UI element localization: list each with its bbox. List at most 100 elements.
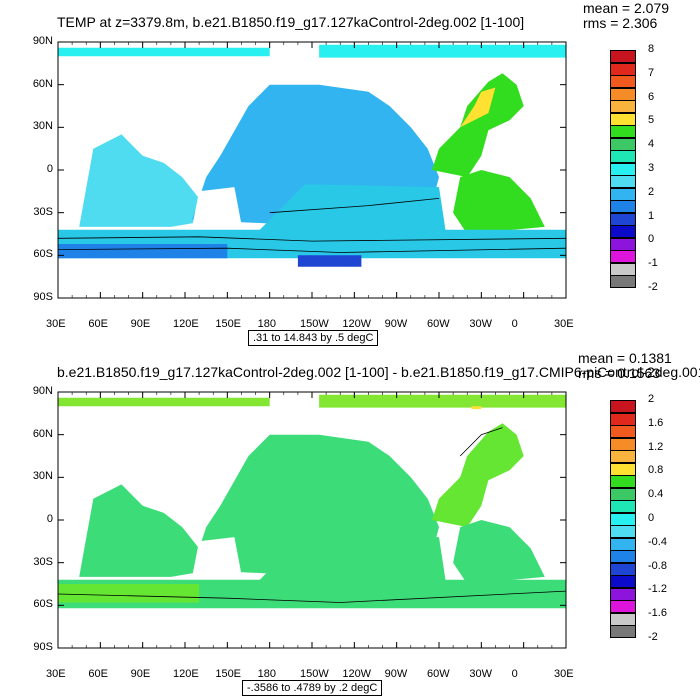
- y-tick-label: 90N: [32, 35, 53, 47]
- x-tick-label: 180: [257, 668, 277, 680]
- y-tick-label: 60N: [32, 427, 53, 440]
- warm-patch: [460, 87, 496, 128]
- colorbar-label: 6: [648, 90, 655, 103]
- colorbar-label: 3: [648, 162, 655, 174]
- x-tick-label: 30W: [469, 318, 492, 330]
- southern-positive: [58, 584, 200, 603]
- southern-deep: [58, 244, 228, 259]
- colorbar-swatch: [610, 400, 636, 414]
- colorbar-swatch: [610, 75, 636, 89]
- y-tick-label: 90S: [33, 641, 53, 653]
- y-tick-label: 60N: [32, 77, 53, 90]
- arctic-ocean: [319, 394, 566, 408]
- colorbar-swatch: [610, 525, 636, 539]
- colorbar-swatch: [610, 587, 636, 601]
- rms-label: rms = 2.306: [583, 15, 658, 31]
- colorbar-label: -0.8: [648, 559, 667, 572]
- x-tick-label: 30W: [469, 668, 492, 680]
- colorbar-label: 7: [648, 66, 655, 79]
- colorbar-swatch: [610, 87, 636, 101]
- land: [36, 120, 73, 220]
- axis-ticks: [57, 391, 567, 649]
- colorbar-label: 5: [648, 114, 655, 127]
- arctic-ocean: [319, 44, 566, 58]
- australia: [192, 537, 242, 577]
- y-tick-label: 30S: [33, 205, 53, 218]
- colorbar-label: 2: [648, 393, 655, 405]
- colorbar-swatch: [610, 437, 636, 451]
- x-tick-label: 150W: [300, 668, 329, 680]
- colorbar-swatch: [610, 187, 636, 201]
- colorbar-swatch: [610, 425, 636, 439]
- colorbar-swatch: [610, 150, 636, 164]
- colorbar-swatch: [610, 412, 636, 426]
- colorbar-swatch: [610, 450, 636, 464]
- colorbar-label: -1.6: [648, 607, 667, 620]
- colorbar-swatch: [610, 112, 636, 126]
- land: [36, 470, 73, 570]
- ocean-fill: [36, 394, 567, 648]
- colorbar-swatch: [610, 262, 636, 276]
- x-tick-label: 90E: [130, 318, 151, 330]
- antarctica: [58, 616, 566, 648]
- arctic-ocean: [58, 397, 270, 407]
- colorbar-label: 1.2: [648, 440, 664, 453]
- colorbar-swatch: [610, 50, 636, 64]
- colorbar-swatch: [610, 100, 636, 114]
- colorbar-swatch: [610, 537, 636, 551]
- south-atlantic: [453, 520, 545, 584]
- x-tick-label: 120W: [342, 318, 372, 330]
- contour-line: [57, 590, 567, 603]
- contour-info: -.3586 to .4789 by .2 degC: [242, 680, 383, 696]
- colorbar-swatch: [610, 475, 636, 489]
- south-pacific: [255, 534, 447, 592]
- colorbar-swatch: [610, 562, 636, 576]
- colorbar-label: 2: [648, 185, 655, 198]
- arctic-ocean: [58, 47, 270, 57]
- panel-bottom: b.e21.B1850.f19_g17.127kaControl-2deg.00…: [0, 350, 700, 700]
- panel-top: TEMP at z=3379.8m, b.e21.B1850.f19_g17.1…: [32, 0, 669, 346]
- colorbar-swatch: [610, 62, 636, 76]
- warm-patch: [471, 406, 482, 410]
- x-tick-label: 150E: [215, 318, 242, 330]
- north-atlantic: [431, 73, 524, 178]
- colorbar-label: 0.4: [648, 488, 664, 501]
- colorbar-swatch: [610, 125, 636, 139]
- x-tick-label: 60W: [427, 668, 450, 680]
- colorbar-swatch: [610, 175, 636, 189]
- colorbar-swatch: [610, 200, 636, 214]
- australia: [192, 187, 242, 227]
- panel-title: b.e21.B1850.f19_g17.127kaControl-2deg.00…: [57, 364, 700, 380]
- colorbar-swatch: [610, 550, 636, 564]
- colorbar-swatch: [610, 225, 636, 239]
- x-tick-label: 0: [511, 668, 518, 680]
- colorbar-swatch: [610, 487, 636, 501]
- colorbar-label: 8: [648, 43, 655, 55]
- x-tick-label: 90W: [384, 318, 408, 330]
- colorbar-label: -0.4: [648, 535, 667, 548]
- colorbar-swatch: [610, 512, 636, 526]
- rms-label: rms = 0.1563: [578, 365, 661, 381]
- contour-line: [57, 247, 567, 253]
- colorbar-label: 1: [648, 209, 655, 222]
- colorbar-swatch: [610, 612, 636, 626]
- contour-line: [57, 236, 567, 242]
- north-atlantic: [431, 423, 524, 528]
- panel-title: TEMP at z=3379.8m, b.e21.B1850.f19_g17.1…: [57, 14, 525, 30]
- x-tick-label: 30E: [46, 668, 66, 680]
- colorbar-label: 4: [648, 138, 655, 151]
- colorbar-label: 0: [648, 233, 655, 246]
- x-tick-label: 90E: [130, 668, 151, 680]
- colorbar-swatch: [610, 137, 636, 151]
- y-tick-label: 30N: [32, 120, 53, 133]
- axis-ticks: [57, 41, 567, 299]
- colorbar-swatch: [610, 500, 636, 514]
- antarctica: [58, 266, 566, 298]
- x-tick-label: 60E: [88, 668, 108, 680]
- colorbar-label: -1.2: [648, 583, 667, 596]
- y-tick-label: 30S: [33, 555, 53, 568]
- colorbar-swatch: [610, 162, 636, 176]
- mean-label: mean = 0.1381: [578, 350, 672, 366]
- x-tick-label: 0: [511, 318, 518, 330]
- y-tick-label: 0: [46, 163, 53, 175]
